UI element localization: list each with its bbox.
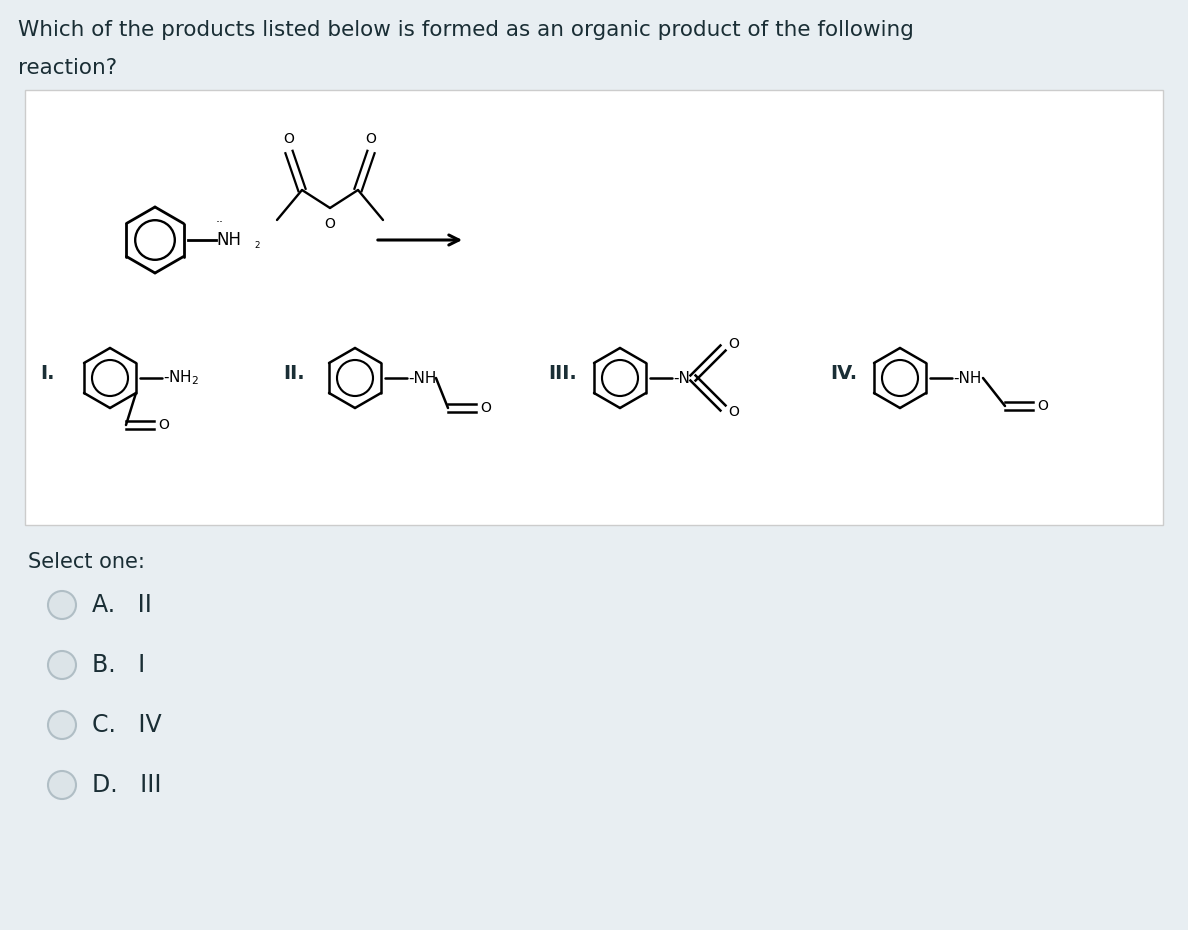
Text: O: O — [284, 132, 295, 146]
Text: -N: -N — [672, 370, 690, 386]
Text: -NH$_2$: -NH$_2$ — [163, 368, 198, 388]
Text: reaction?: reaction? — [18, 58, 118, 78]
Text: A.   II: A. II — [91, 593, 152, 617]
Circle shape — [48, 711, 76, 739]
Text: -NH: -NH — [953, 370, 981, 386]
Text: NH: NH — [216, 231, 241, 249]
Text: O: O — [728, 405, 739, 419]
Text: IV.: IV. — [830, 364, 857, 382]
Text: III.: III. — [548, 364, 576, 382]
Text: ··: ·· — [216, 217, 225, 230]
Text: Which of the products listed below is formed as an organic product of the follow: Which of the products listed below is fo… — [18, 20, 914, 40]
Text: O: O — [728, 337, 739, 351]
FancyBboxPatch shape — [25, 90, 1163, 525]
Text: -NH: -NH — [407, 370, 436, 386]
Text: II.: II. — [283, 364, 304, 382]
Text: Select one:: Select one: — [29, 552, 145, 572]
Text: $_2$: $_2$ — [254, 237, 261, 250]
Circle shape — [48, 591, 76, 619]
Text: C.   IV: C. IV — [91, 713, 162, 737]
Text: I.: I. — [40, 364, 55, 382]
Text: O: O — [324, 217, 335, 231]
Text: O: O — [366, 132, 377, 146]
Circle shape — [48, 771, 76, 799]
Text: O: O — [158, 418, 169, 432]
Text: B.   I: B. I — [91, 653, 145, 677]
Circle shape — [48, 651, 76, 679]
Text: O: O — [480, 401, 491, 415]
Text: O: O — [1037, 399, 1048, 413]
Text: D.   III: D. III — [91, 773, 162, 797]
